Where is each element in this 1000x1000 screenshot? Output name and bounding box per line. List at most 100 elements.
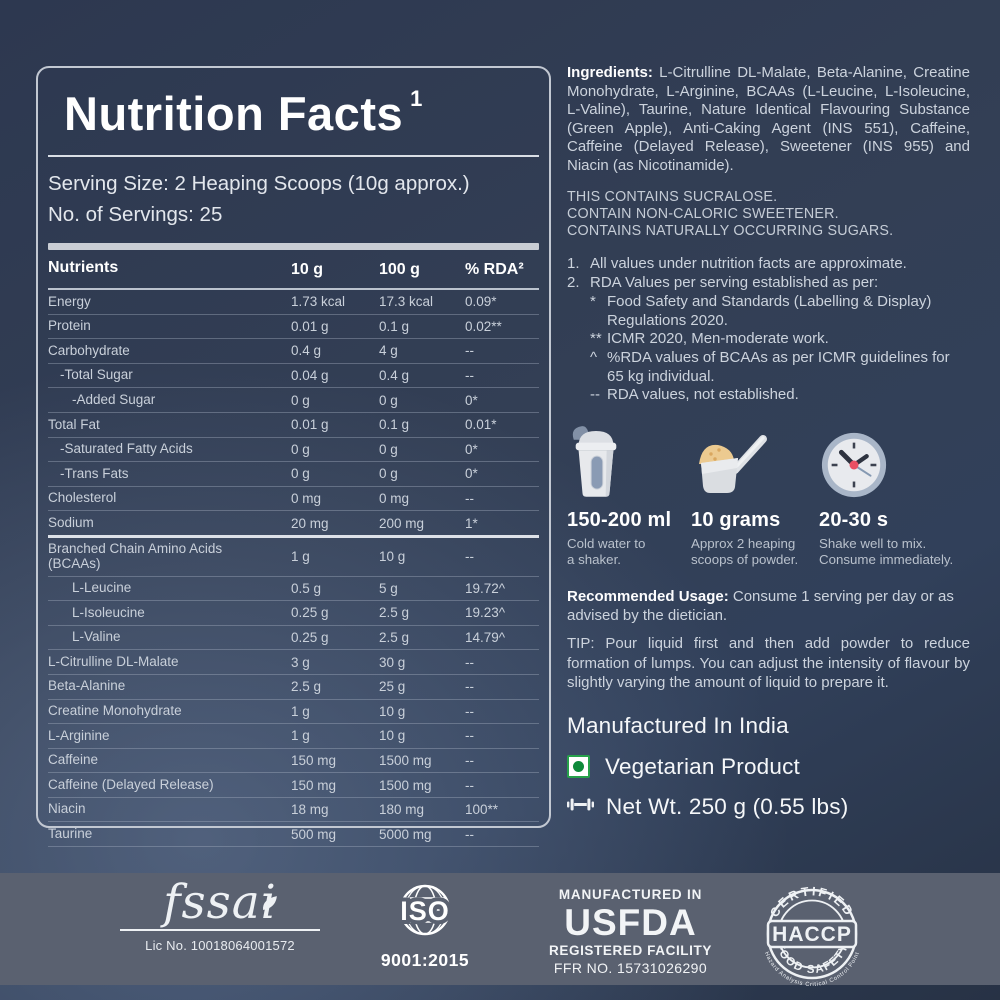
recommended-usage: Recommended Usage: Consume 1 serving per…	[567, 587, 970, 625]
nutrient-value-rda: 0.09*	[465, 294, 497, 310]
nutrient-value-rda: --	[465, 343, 474, 359]
nutrient-value-rda: --	[465, 826, 474, 842]
clock-icon	[819, 422, 970, 500]
nutrient-value-10g: 500 mg	[291, 826, 337, 842]
nutrient-value-10g: 150 mg	[291, 752, 337, 768]
ingredients-label: Ingredients:	[567, 64, 653, 81]
nutrient-value-10g: 150 mg	[291, 777, 337, 793]
contains-statements: THIS CONTAINS SUCRALOSE. CONTAIN NON-CALO…	[567, 189, 970, 241]
nutrient-value-rda: --	[465, 654, 474, 670]
nutrient-name: L-Leucine	[72, 580, 132, 596]
table-row: Sodium 20 mg 200 mg 1*	[48, 511, 539, 538]
usage-step-water: 150-200 ml Cold water to a shaker.	[567, 422, 691, 568]
table-row: Caffeine (Delayed Release) 150 mg 1500 m…	[48, 773, 539, 798]
nutrient-name: Creatine Monohydrate	[48, 703, 182, 719]
contains-line: THIS CONTAINS SUCRALOSE.	[567, 188, 778, 205]
certifications-footer: fssai Lic No. 10018064001572 ISO 9001:20…	[0, 873, 1000, 988]
nutrient-value-100g: 1500 mg	[379, 752, 432, 768]
nutrient-name: L-Isoleucine	[72, 604, 145, 620]
nutrient-value-100g: 10 g	[379, 549, 406, 565]
table-row: Beta-Alanine 2.5 g 25 g --	[48, 675, 539, 700]
nutrient-value-10g: 2.5 g	[291, 679, 322, 695]
nutrient-value-10g: 20 mg	[291, 515, 329, 531]
nutrient-value-rda: 19.72^	[465, 580, 506, 596]
nutrient-value-100g: 0 g	[379, 441, 398, 457]
nutrient-value-10g: 0.5 g	[291, 580, 322, 596]
usfda-line2: USFDA	[564, 902, 697, 943]
table-row: Energy 1.73 kcal 17.3 kcal 0.09*	[48, 290, 539, 315]
ingredients-text: L-Citrulline DL-Malate, Beta-Alanine, Cr…	[567, 64, 970, 174]
header-100g: 100 g	[379, 261, 420, 278]
table-row: -Added Sugar 0 g 0 g 0*	[48, 388, 539, 413]
nutrient-value-10g: 0.04 g	[291, 368, 329, 384]
nutrient-value-10g: 0.25 g	[291, 630, 329, 646]
nutrient-value-10g: 1 g	[291, 728, 310, 744]
nutrient-value-100g: 10 g	[379, 728, 406, 744]
nutrient-value-100g: 10 g	[379, 703, 406, 719]
nutrient-value-100g: 2.5 g	[379, 630, 410, 646]
nutrient-name: Carbohydrate	[48, 342, 130, 358]
nutrient-value-100g: 17.3 kcal	[379, 294, 434, 310]
section-divider-bar	[48, 243, 539, 250]
nutrient-value-10g: 0.25 g	[291, 605, 329, 621]
nutrient-name: Cholesterol	[48, 490, 117, 506]
footnotes-list: 1. All values under nutrition facts are a…	[567, 255, 970, 292]
iso-logo: ISO 9001:2015	[368, 882, 482, 971]
table-row: L-Isoleucine 0.25 g 2.5 g 19.23^	[48, 601, 539, 626]
nutrient-value-100g: 30 g	[379, 654, 406, 670]
nutrient-value-rda: --	[465, 703, 474, 719]
nutrient-value-100g: 0 mg	[379, 491, 410, 507]
nutrient-value-100g: 180 mg	[379, 802, 425, 818]
nutrient-value-rda: --	[465, 728, 474, 744]
usage-step-shake: 20-30 s Shake well to mix. Consume immed…	[819, 422, 970, 568]
nutrient-value-rda: --	[465, 777, 474, 793]
footnote-text: All values under nutrition facts are app…	[590, 255, 907, 273]
header-rda: % RDA²	[465, 261, 524, 278]
usfda-line3: REGISTERED FACILITY	[549, 943, 712, 958]
usfda-line4: FFR NO. 15731026290	[553, 960, 708, 976]
nutrient-value-10g: 0.01 g	[291, 417, 329, 433]
nutrient-name: Sodium	[48, 514, 94, 530]
table-row: -Saturated Fatty Acids 0 g 0 g 0*	[48, 438, 539, 463]
nutrient-value-rda: 0.01*	[465, 417, 497, 433]
nutrient-name: Protein	[48, 318, 91, 334]
vegetarian-dot	[573, 761, 584, 773]
nutrient-name: L-Valine	[72, 629, 121, 645]
usage-desc: Cold water to a shaker.	[567, 536, 646, 568]
vegetarian-row: Vegetarian Product	[567, 754, 970, 780]
nutrient-value-10g: 0 g	[291, 392, 310, 408]
nutrient-value-10g: 1 g	[291, 549, 310, 565]
usage-value: 20-30 s	[819, 509, 889, 532]
nutrient-value-rda: --	[465, 368, 474, 384]
iso-globe-icon: ISO	[396, 884, 453, 936]
nutrient-name: Total Fat	[48, 416, 100, 432]
panel-title-superscript: 1	[410, 86, 423, 111]
nutrient-value-rda: 0*	[465, 441, 478, 457]
nutrient-value-10g: 3 g	[291, 654, 310, 670]
nutrient-name: -Trans Fats	[60, 465, 129, 481]
panel-title-row: Nutrition Facts 1	[64, 86, 539, 141]
footnote-symbol-marker: --	[590, 386, 600, 404]
nutrient-value-rda: 0.02**	[465, 318, 502, 334]
servings-count: No. of Servings: 25	[48, 203, 223, 226]
footnote-symbol-text: ICMR 2020, Men-moderate work.	[607, 330, 829, 348]
usfda-line1: MANUFACTURED IN	[558, 887, 703, 902]
nutrient-value-rda: --	[465, 491, 474, 507]
fssai-logo: fssai Lic No. 10018064001572	[112, 879, 328, 953]
footnote-symbol: -- RDA values, not established.	[590, 386, 970, 405]
shaker-icon	[567, 422, 691, 500]
nutrient-value-10g: 1.73 kcal	[291, 294, 346, 310]
fssai-wordmark: fssai	[163, 879, 277, 927]
nutrient-value-rda: --	[465, 679, 474, 695]
nutrient-value-10g: 0 mg	[291, 491, 322, 507]
footnote-symbol-marker: *	[590, 292, 596, 310]
usage-desc: Shake well to mix. Consume immediately.	[819, 536, 954, 568]
serving-size: Serving Size: 2 Heaping Scoops (10g appr…	[48, 172, 470, 195]
recommended-usage-text: Consume 1 serving per day or as advised …	[567, 588, 954, 625]
dumbbell-icon	[567, 797, 594, 817]
usfda-block: MANUFACTURED IN USFDA REGISTERED FACILIT…	[528, 887, 733, 976]
nutrient-value-100g: 0 g	[379, 392, 398, 408]
footnote-symbol-text: RDA values, not established.	[607, 386, 799, 404]
ingredients-paragraph: Ingredients: L-Citrulline DL-Malate, Bet…	[567, 64, 970, 176]
